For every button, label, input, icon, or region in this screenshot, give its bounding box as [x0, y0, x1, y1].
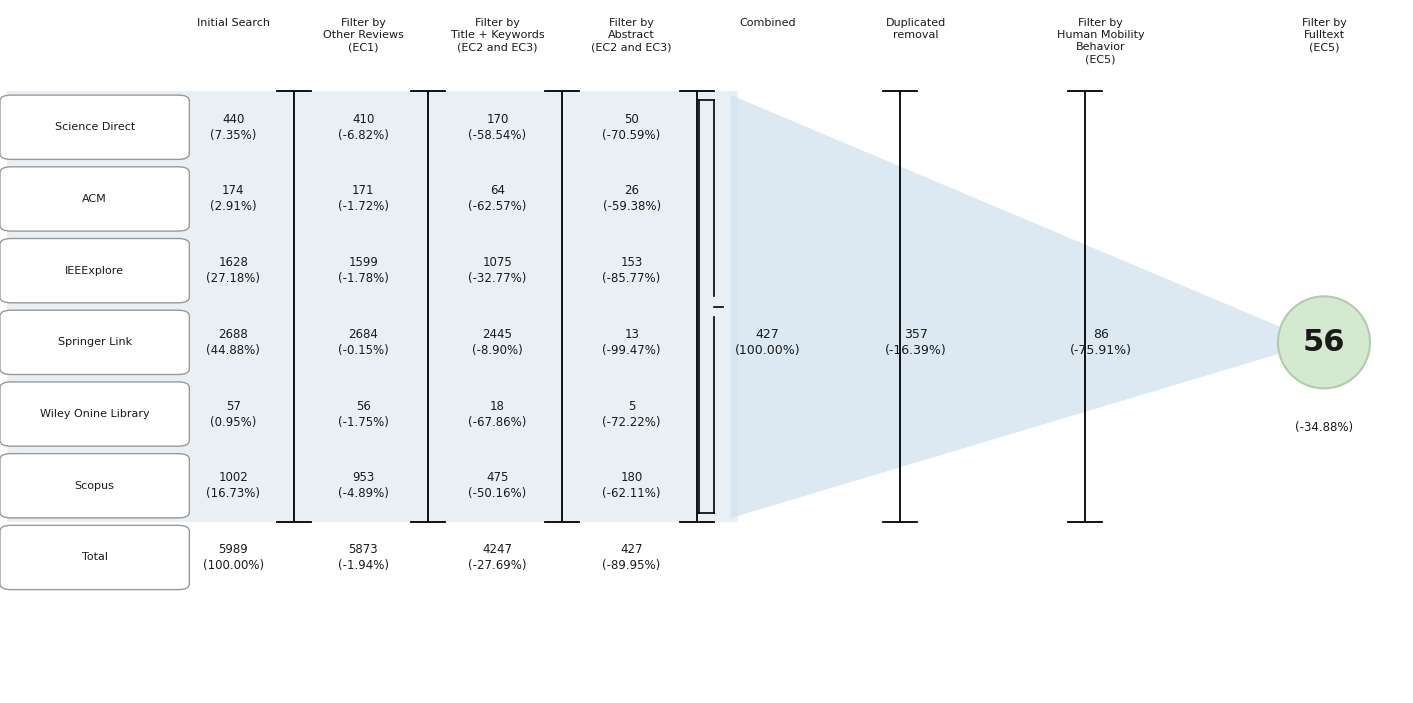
- Text: 5873
(-1.94%): 5873 (-1.94%): [338, 543, 389, 572]
- Text: Total: Total: [82, 553, 107, 562]
- Text: IEEExplore: IEEExplore: [65, 266, 124, 276]
- Polygon shape: [731, 95, 1317, 518]
- Text: 2688
(44.88%): 2688 (44.88%): [206, 328, 260, 357]
- Text: 410
(-6.82%): 410 (-6.82%): [338, 112, 389, 142]
- Text: 1599
(-1.78%): 1599 (-1.78%): [338, 256, 389, 285]
- FancyBboxPatch shape: [0, 167, 189, 231]
- Text: 427
(-89.95%): 427 (-89.95%): [602, 543, 661, 572]
- Text: 1002
(16.73%): 1002 (16.73%): [206, 471, 260, 501]
- Text: Filter by
Human Mobility
Behavior
(EC5): Filter by Human Mobility Behavior (EC5): [1057, 18, 1145, 65]
- Text: Scopus: Scopus: [75, 481, 114, 491]
- Text: 170
(-58.54%): 170 (-58.54%): [468, 112, 527, 142]
- FancyBboxPatch shape: [0, 382, 189, 446]
- Text: Filter by
Fulltext
(EC5): Filter by Fulltext (EC5): [1301, 18, 1347, 53]
- Text: 1075
(-32.77%): 1075 (-32.77%): [468, 256, 527, 285]
- FancyBboxPatch shape: [0, 453, 189, 518]
- Text: 56: 56: [1303, 328, 1345, 357]
- Text: ACM: ACM: [82, 194, 107, 204]
- Text: 57
(0.95%): 57 (0.95%): [211, 399, 256, 429]
- FancyBboxPatch shape: [0, 238, 189, 303]
- FancyBboxPatch shape: [0, 310, 189, 375]
- Text: 86
(-75.91%): 86 (-75.91%): [1070, 328, 1132, 357]
- Text: 18
(-67.86%): 18 (-67.86%): [468, 399, 527, 429]
- Text: 13
(-99.47%): 13 (-99.47%): [602, 328, 661, 357]
- Text: 64
(-62.57%): 64 (-62.57%): [468, 184, 527, 214]
- Text: 174
(2.91%): 174 (2.91%): [211, 184, 256, 214]
- Circle shape: [1277, 297, 1371, 388]
- Text: 475
(-50.16%): 475 (-50.16%): [468, 471, 527, 501]
- Text: Filter by
Other Reviews
(EC1): Filter by Other Reviews (EC1): [322, 18, 404, 53]
- Bar: [7, 91, 738, 522]
- Text: 357
(-16.39%): 357 (-16.39%): [885, 328, 947, 357]
- Text: (-34.88%): (-34.88%): [1294, 420, 1354, 434]
- Text: 180
(-62.11%): 180 (-62.11%): [602, 471, 661, 501]
- Text: Duplicated
removal: Duplicated removal: [886, 18, 945, 40]
- Text: 4247
(-27.69%): 4247 (-27.69%): [468, 543, 527, 572]
- Text: Initial Search: Initial Search: [196, 18, 270, 27]
- Text: 5989
(100.00%): 5989 (100.00%): [202, 543, 264, 572]
- Text: Wiley Onine Library: Wiley Onine Library: [40, 409, 150, 419]
- Text: 56
(-1.75%): 56 (-1.75%): [338, 399, 389, 429]
- Text: 153
(-85.77%): 153 (-85.77%): [602, 256, 661, 285]
- Text: Combined: Combined: [739, 18, 796, 27]
- Text: 427
(100.00%): 427 (100.00%): [735, 328, 800, 357]
- Text: 26
(-59.38%): 26 (-59.38%): [602, 184, 661, 214]
- FancyBboxPatch shape: [0, 95, 189, 160]
- Text: 953
(-4.89%): 953 (-4.89%): [338, 471, 389, 501]
- Text: 2445
(-8.90%): 2445 (-8.90%): [472, 328, 523, 357]
- Text: 2684
(-0.15%): 2684 (-0.15%): [338, 328, 389, 357]
- Text: Filter by
Title + Keywords
(EC2 and EC3): Filter by Title + Keywords (EC2 and EC3): [451, 18, 544, 53]
- Text: Springer Link: Springer Link: [58, 337, 131, 347]
- Text: 440
(7.35%): 440 (7.35%): [211, 112, 256, 142]
- Text: 1628
(27.18%): 1628 (27.18%): [206, 256, 260, 285]
- Text: Filter by
Abstract
(EC2 and EC3): Filter by Abstract (EC2 and EC3): [592, 18, 671, 53]
- Text: 171
(-1.72%): 171 (-1.72%): [338, 184, 389, 214]
- Text: 50
(-70.59%): 50 (-70.59%): [602, 112, 661, 142]
- Text: 5
(-72.22%): 5 (-72.22%): [602, 399, 661, 429]
- Text: Science Direct: Science Direct: [55, 122, 134, 132]
- FancyBboxPatch shape: [0, 525, 189, 590]
